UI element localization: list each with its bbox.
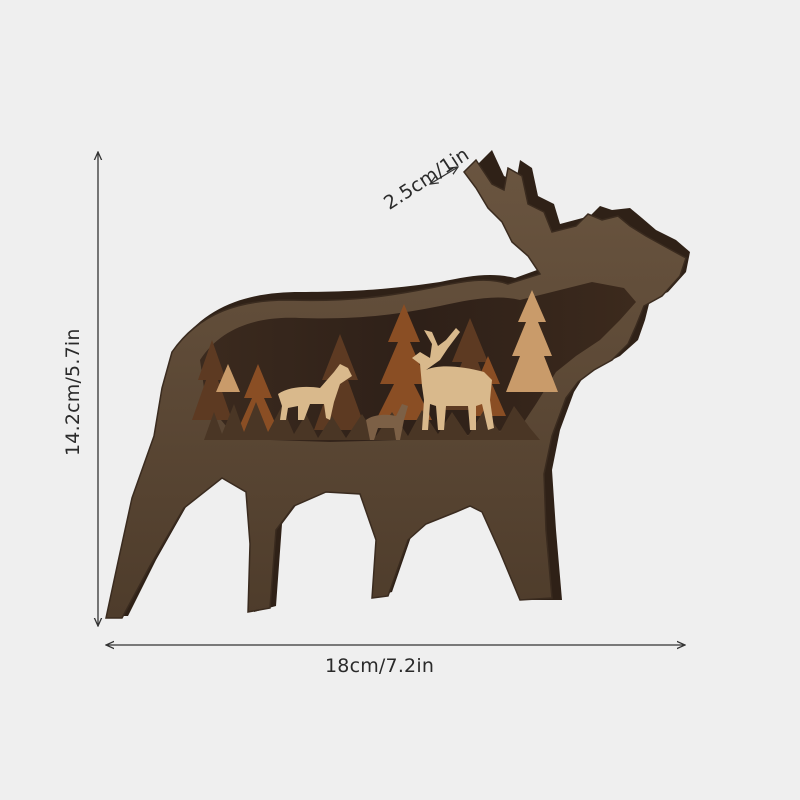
depth-dimension-line bbox=[430, 167, 458, 184]
stag bbox=[412, 328, 494, 430]
small-deer bbox=[278, 364, 352, 420]
foreground-treeline bbox=[204, 402, 540, 440]
deer-figures bbox=[278, 328, 494, 440]
width-label: 18cm/7.2in bbox=[325, 655, 435, 677]
height-label: 14.2cm/5.7in bbox=[62, 328, 84, 456]
fawn bbox=[366, 404, 408, 440]
light-trees bbox=[216, 290, 558, 392]
